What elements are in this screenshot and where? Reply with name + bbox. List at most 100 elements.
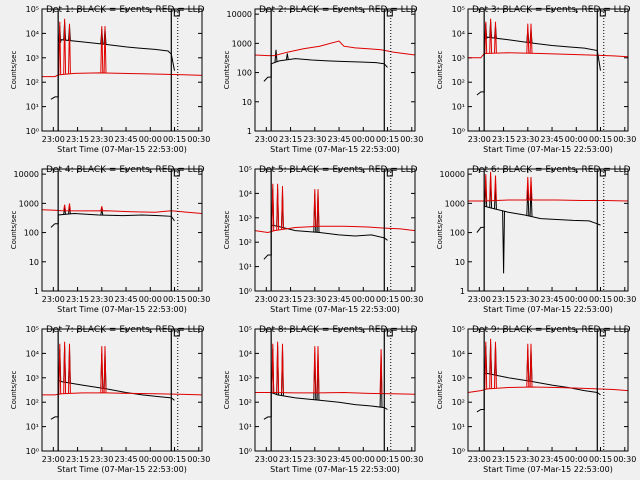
- y-tick-label: 10⁵: [452, 5, 465, 14]
- y-tick-label: 10³: [239, 214, 252, 223]
- y-tick-label: 100: [24, 229, 39, 238]
- plot-frame: [41, 8, 203, 132]
- lld-spike: [489, 171, 493, 201]
- x-tick-label: 23:00: [255, 455, 278, 464]
- lld-spike: [529, 176, 533, 201]
- y-tick-label: 10000: [14, 170, 39, 179]
- y-axis-label: Counts/sec: [223, 211, 231, 250]
- events-series-line: [50, 379, 175, 420]
- x-tick-label: 23:15: [492, 295, 515, 304]
- events-series-line: [263, 224, 388, 260]
- chart-panel-9: Det 9: BLACK = Events, RED = LLD 10⁰ 10¹ 10…: [436, 325, 636, 474]
- x-tick-label: 23:30: [516, 135, 539, 144]
- lld-spike: [484, 21, 488, 54]
- x-axis-label: Start Time (07-Mar-15 22:53:00): [270, 305, 400, 314]
- chart-panel-2: Det 2: BLACK = Events, RED = LLD 1 10 100 10…: [223, 5, 423, 154]
- x-tick-label: 23:45: [541, 455, 564, 464]
- lld-spike: [529, 23, 533, 54]
- x-tick-label: 23:15: [66, 295, 89, 304]
- plot-frame: [254, 8, 416, 132]
- y-tick-label: 10⁴: [26, 29, 39, 38]
- x-tick-label: 00:30: [400, 295, 423, 304]
- y-tick-label: 10: [455, 258, 465, 267]
- lld-spike: [63, 341, 67, 394]
- x-tick-label: 00:30: [613, 135, 636, 144]
- x-tick-label: 23:30: [303, 135, 326, 144]
- lld-spike: [103, 26, 107, 74]
- x-tick-label: 23:15: [66, 455, 89, 464]
- x-axis-label: Start Time (07-Mar-15 22:53:00): [270, 145, 400, 154]
- lld-spike: [63, 18, 67, 75]
- marker-box: [173, 330, 180, 337]
- lld-spike: [68, 203, 71, 211]
- x-tick-label: 23:30: [90, 295, 113, 304]
- chart-title: Det 4: BLACK = Events, RED = LLD: [46, 165, 205, 175]
- lld-spike: [484, 174, 488, 202]
- x-tick-label: 23:30: [516, 295, 539, 304]
- y-tick-label: 1: [247, 127, 252, 136]
- x-tick-label: 00:15: [163, 455, 186, 464]
- chart-title: Det 9: BLACK = Events, RED = LLD: [472, 325, 631, 335]
- y-tick-label: 10³: [26, 54, 39, 63]
- plot-frame: [41, 168, 203, 292]
- chart-title: Det 6: BLACK = Events, RED = LLD: [472, 165, 631, 175]
- lld-spike: [271, 183, 275, 232]
- chart-panel-5: Det 5: BLACK = Events, RED = LLD 10⁰ 10¹ 10…: [223, 165, 423, 314]
- y-tick-label: 10⁵: [26, 325, 39, 334]
- y-tick-label: 10¹: [452, 103, 465, 112]
- lld-spike: [100, 206, 104, 211]
- y-tick-label: 10⁰: [26, 447, 39, 456]
- marker-box: [386, 330, 393, 337]
- lld-spike: [494, 341, 497, 389]
- events-spike: [285, 53, 289, 60]
- lld-spike: [276, 183, 280, 231]
- marker-box: [599, 10, 606, 17]
- y-tick-label: 10⁴: [26, 349, 39, 358]
- y-tick-label: 1000: [19, 199, 39, 208]
- y-axis-label: Counts/sec: [436, 371, 444, 410]
- lld-spike: [494, 175, 497, 201]
- x-tick-label: 23:00: [42, 295, 65, 304]
- y-tick-label: 100: [237, 69, 252, 78]
- marker-box: [386, 170, 393, 177]
- y-tick-label: 10²: [239, 398, 252, 407]
- x-axis-label: Start Time (07-Mar-15 22:53:00): [57, 305, 187, 314]
- plot-frame: [41, 328, 203, 452]
- y-tick-label: 10⁵: [239, 165, 252, 174]
- x-tick-label: 23:15: [492, 135, 515, 144]
- events-series-line: [476, 373, 601, 413]
- y-tick-label: 10⁵: [239, 325, 252, 334]
- plot-frame: [254, 328, 416, 452]
- lld-spike: [103, 346, 107, 393]
- marker-box: [173, 170, 180, 177]
- events-series-line: [263, 391, 388, 420]
- chart-panel-7: Det 7: BLACK = Events, RED = LLD 10⁰ 10¹ 10…: [10, 325, 210, 474]
- y-tick-label: 10: [29, 258, 39, 267]
- x-tick-label: 00:00: [352, 135, 375, 144]
- y-tick-label: 10000: [227, 10, 252, 19]
- y-tick-label: 10¹: [26, 423, 39, 432]
- x-tick-label: 00:15: [376, 455, 399, 464]
- x-tick-label: 00:15: [589, 295, 612, 304]
- x-axis-label: Start Time (07-Mar-15 22:53:00): [483, 305, 613, 314]
- x-tick-label: 00:30: [187, 455, 210, 464]
- y-tick-label: 10⁴: [452, 29, 465, 38]
- plot-frame: [254, 168, 416, 292]
- lld-spike: [58, 21, 62, 75]
- x-tick-label: 00:00: [352, 455, 375, 464]
- lld-series-line: [468, 199, 629, 202]
- x-tick-label: 00:00: [139, 455, 162, 464]
- x-tick-label: 23:00: [42, 455, 65, 464]
- y-tick-label: 10²: [452, 78, 465, 87]
- y-axis-label: Counts/sec: [10, 51, 18, 90]
- events-series-line: [50, 212, 175, 228]
- plot-frame: [467, 8, 629, 132]
- lld-spike: [313, 189, 317, 227]
- chart-panel-1: Det 1: BLACK = Events, RED = LLD 10⁰ 10¹ 10…: [10, 5, 210, 154]
- x-tick-label: 00:00: [139, 295, 162, 304]
- y-tick-label: 10¹: [239, 423, 252, 432]
- lld-spike: [494, 21, 497, 54]
- x-tick-label: 00:30: [400, 455, 423, 464]
- x-tick-label: 23:30: [90, 455, 113, 464]
